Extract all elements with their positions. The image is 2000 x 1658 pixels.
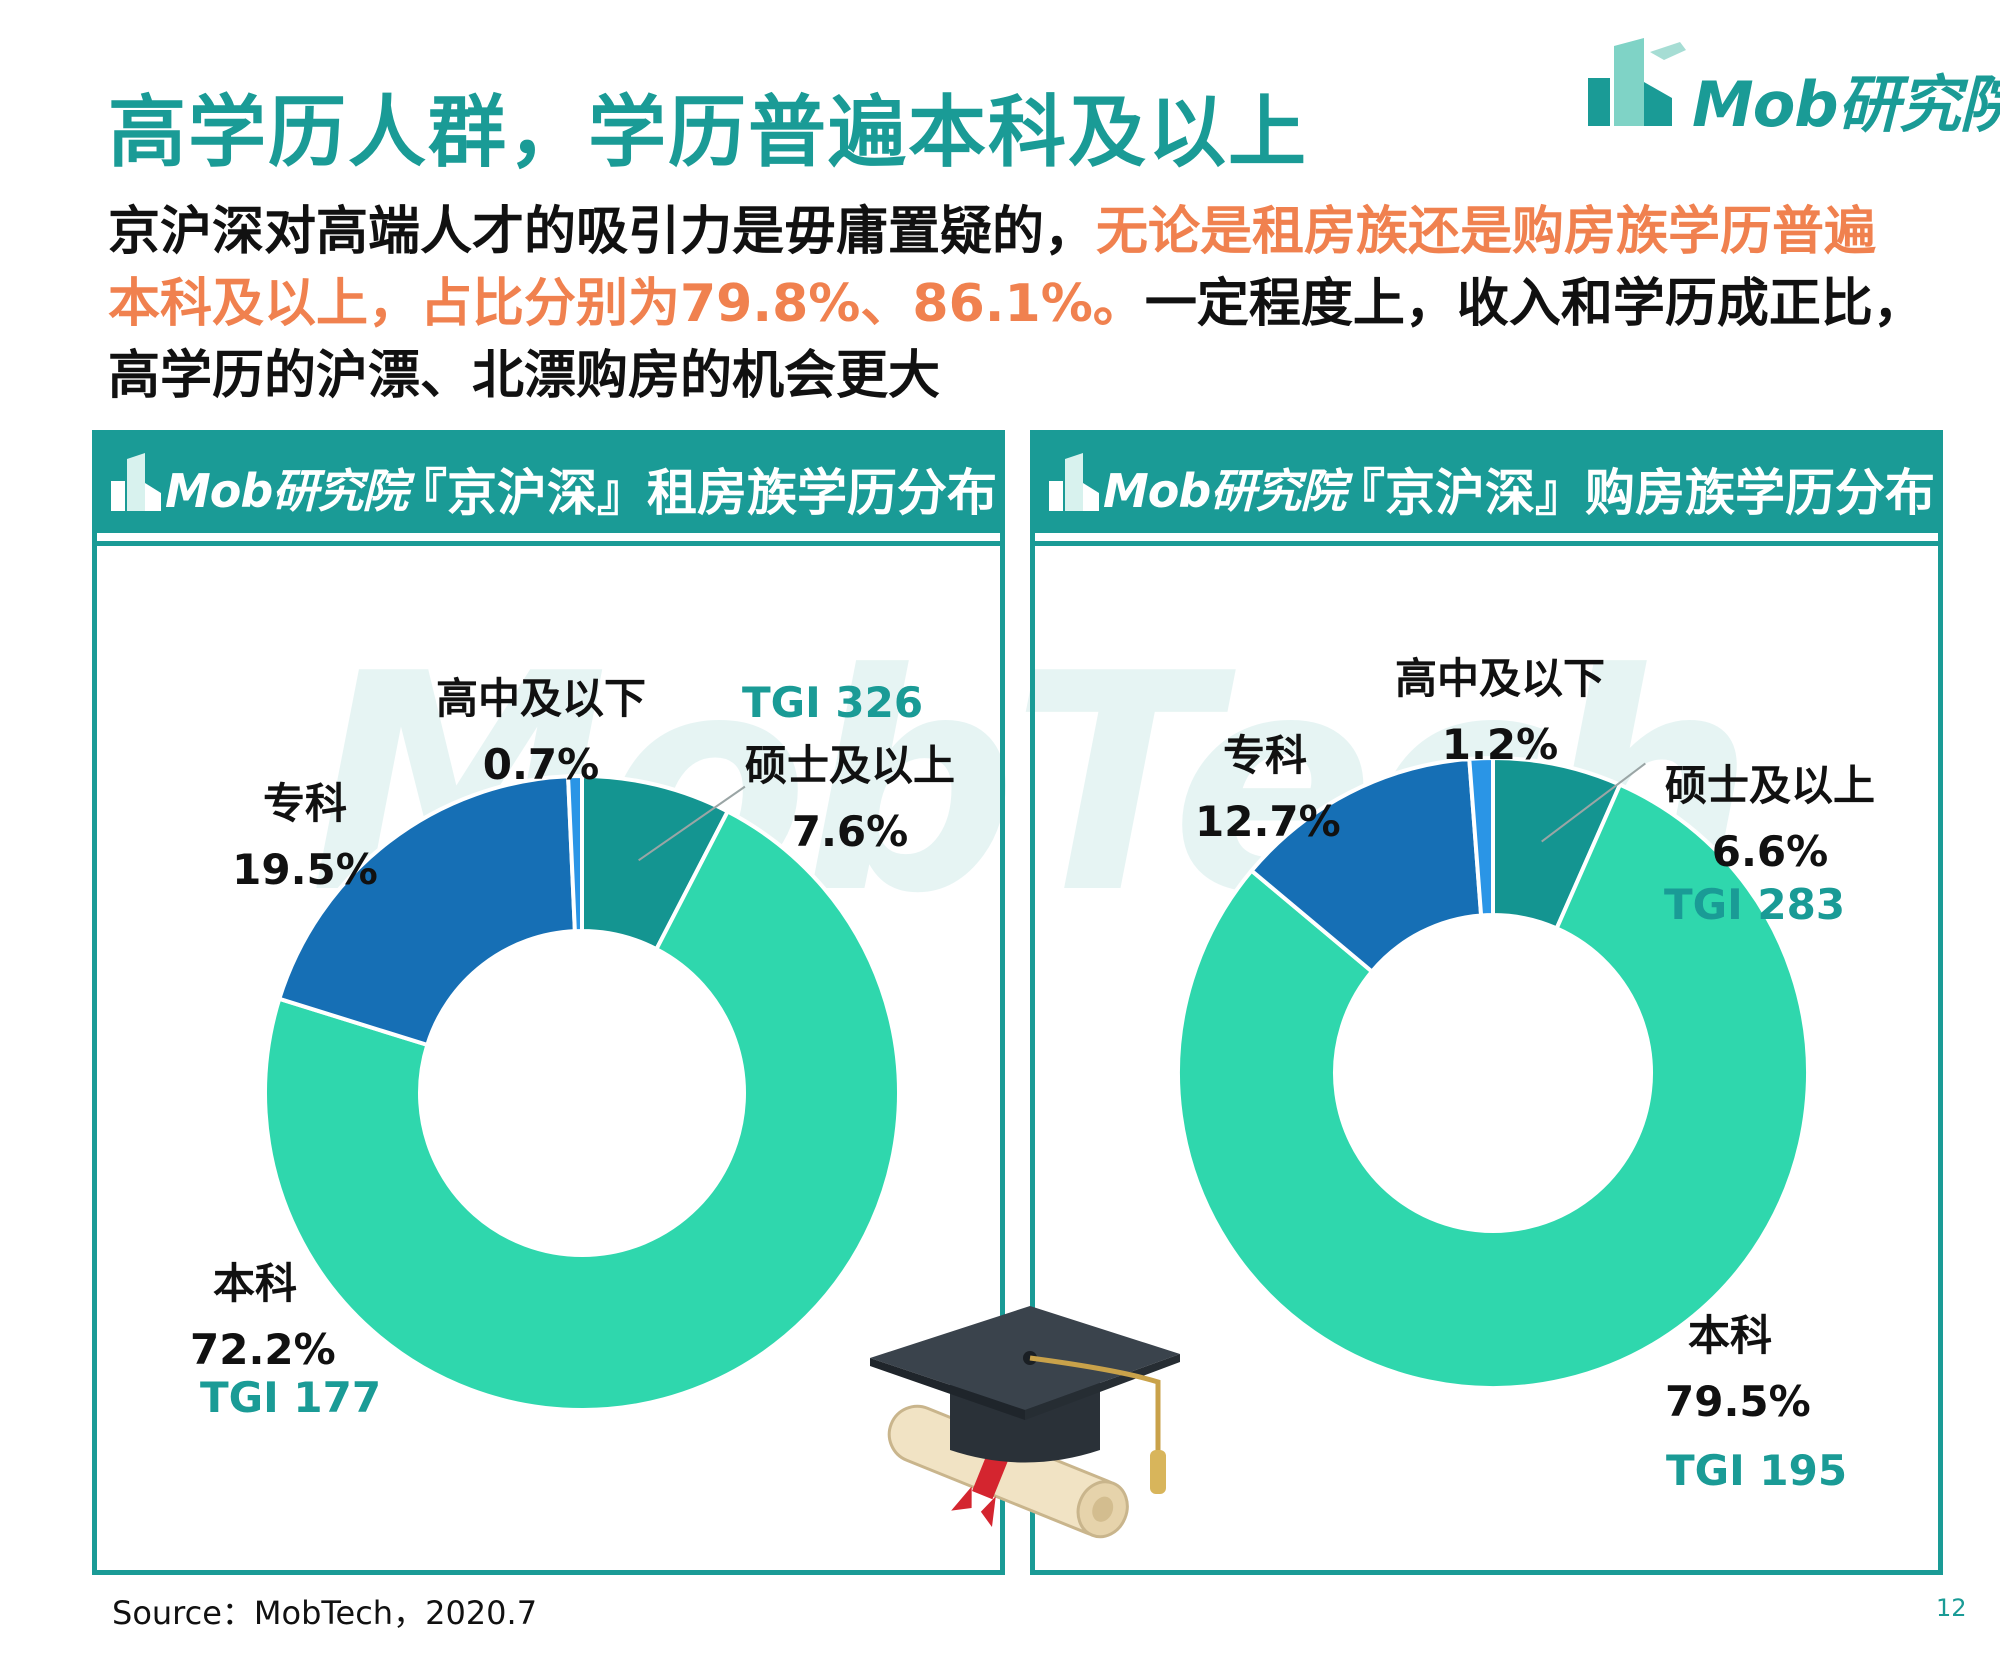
category-label: 本科 <box>212 1259 297 1308</box>
rent-bachelor-tgi: TGI 177 <box>200 1373 382 1422</box>
category-label: 高中及以下 <box>1395 654 1606 703</box>
summary-text: 京沪深对高端人才的吸引力是毋庸置疑的，无论是租房族还是购房族学历普遍本科及以上，… <box>108 196 1928 412</box>
rent-highschool-label: 高中及以下 0.7% <box>436 665 646 789</box>
category-label: 硕士及以上 <box>1664 761 1875 810</box>
value-label: 19.5% <box>232 845 378 894</box>
page-number: 12 <box>1936 1594 1967 1622</box>
category-label: 本科 <box>1687 1311 1772 1360</box>
value-label: 6.6% <box>1711 827 1829 876</box>
summary-part-2: 一定程度上，收入和学历成正比，高学历的沪漂、北漂购房的机会更大 <box>108 274 1925 406</box>
value-label: 12.7% <box>1195 797 1341 846</box>
rent-college-label: 专科 19.5% <box>230 770 380 894</box>
buy-college-label: 专科 12.7% <box>1195 722 1341 846</box>
rent-slice-highschool <box>565 773 584 934</box>
rent-slice-college <box>276 774 577 1048</box>
value-label: 0.7% <box>482 740 600 789</box>
rent-master-tgi: TGI 326 <box>742 678 924 727</box>
rent-chart-title: 『京沪深』租房族学历分布 <box>397 464 997 522</box>
building-logo-icon <box>1049 453 1099 511</box>
summary-highlight: 无论是租房族还是购房族学历普遍本科及以上，占比分别为79.8%、86.1%。 <box>108 202 1877 334</box>
value-label: 7.6% <box>791 807 909 856</box>
value-label: 72.2% <box>190 1325 336 1374</box>
brand-logo-text: Mob研究院 <box>1692 68 2000 141</box>
value-label: 1.2% <box>1441 720 1559 769</box>
rent-chart-header: Mob研究院 『京沪深』租房族学历分布 <box>97 435 1000 533</box>
category-label: 专科 <box>262 779 347 828</box>
rent-master-label: 硕士及以上 7.6% <box>740 732 960 856</box>
rent-chart-panel: Mob研究院 『京沪深』租房族学历分布 <box>92 430 1005 1575</box>
buy-master-label: 硕士及以上 6.6% <box>1660 752 1880 876</box>
category-label: 专科 <box>1222 731 1307 780</box>
rent-bachelor-label: 本科 72.2% <box>190 1250 336 1374</box>
header-logo-text: Mob研究院 <box>1103 464 1346 518</box>
graduation-cap-icon <box>870 1306 1180 1539</box>
brand-logo: Mob研究院 <box>1580 38 2000 141</box>
category-label: 高中及以下 <box>436 674 647 723</box>
buy-highschool-label: 高中及以下 1.2% <box>1395 645 1605 769</box>
buy-bachelor-tgi: TGI 195 <box>1666 1446 1848 1495</box>
summary-part-1: 京沪深对高端人才的吸引力是毋庸置疑的， <box>108 202 1097 262</box>
value-label: 79.5% <box>1665 1377 1811 1426</box>
buy-slice-highschool <box>1467 755 1495 918</box>
buy-chart-panel: Mob研究院 『京沪深』购房族学历分布 <box>1030 430 1943 1575</box>
buy-bachelor-label: 本科 79.5% <box>1665 1302 1811 1426</box>
buy-chart-header: Mob研究院 『京沪深』购房族学历分布 <box>1035 435 1938 533</box>
rent-master-leader-line <box>638 785 746 862</box>
building-logo-icon <box>1588 38 1686 126</box>
category-label: 硕士及以上 <box>744 741 955 790</box>
buy-chart-title: 『京沪深』购房族学历分布 <box>1335 464 1935 522</box>
buy-master-leader-line <box>1541 762 1646 843</box>
building-logo-icon <box>111 453 161 511</box>
rent-slice-bachelor <box>263 808 901 1412</box>
source-note: Source：MobTech，2020.7 <box>112 1594 538 1632</box>
page-title: 高学历人群，学历普遍本科及以上 <box>108 88 1309 178</box>
buy-slice-bachelor <box>1175 782 1810 1390</box>
buy-master-tgi: TGI 283 <box>1664 880 1846 929</box>
header-logo-text: Mob研究院 <box>165 464 408 518</box>
